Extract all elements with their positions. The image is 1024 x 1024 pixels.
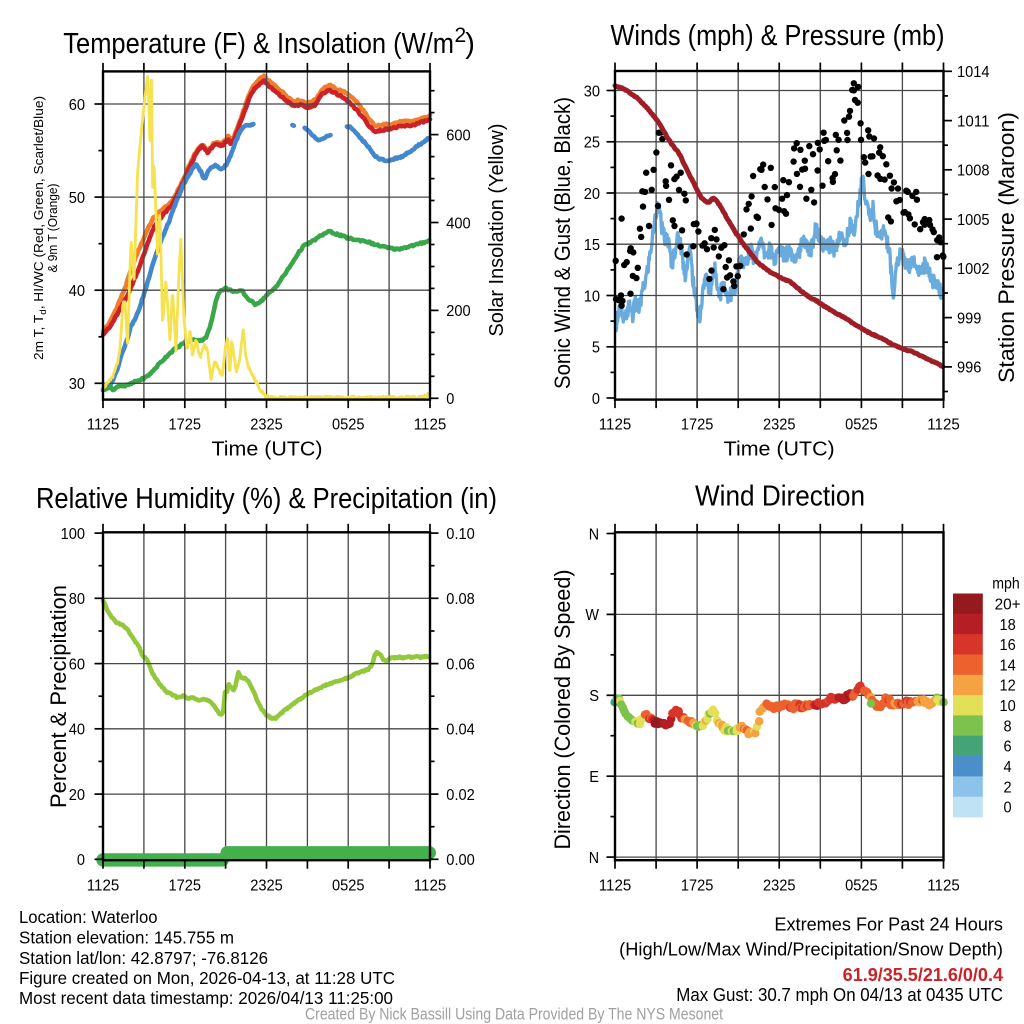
svg-text:0.06: 0.06	[446, 656, 475, 673]
svg-text:Time (UTC): Time (UTC)	[724, 439, 835, 461]
svg-text:0: 0	[77, 852, 85, 869]
svg-text:Created By Nick Bassill Using: Created By Nick Bassill Using Data Provi…	[305, 1005, 723, 1023]
svg-text:1014: 1014	[957, 64, 990, 81]
svg-text:1002: 1002	[957, 261, 990, 278]
svg-text:Extremes For Past 24 Hours: Extremes For Past 24 Hours	[774, 915, 1003, 935]
svg-text:W: W	[585, 607, 599, 624]
svg-text:600: 600	[446, 127, 470, 144]
svg-text:(High/Low/Max Wind/Precipitati: (High/Low/Max Wind/Precipitation/Snow De…	[619, 940, 1003, 960]
svg-text:Station elevation: 145.755 m: Station elevation: 145.755 m	[19, 928, 234, 948]
svg-text:Max Gust: 30.7 mph On 04/13 at: Max Gust: 30.7 mph On 04/13 at 0435 UTC	[676, 985, 1003, 1005]
svg-text:15: 15	[584, 237, 600, 254]
svg-text:0525: 0525	[332, 417, 365, 434]
svg-text:999: 999	[957, 310, 981, 327]
svg-text:6: 6	[1004, 739, 1012, 756]
svg-text:2325: 2325	[250, 877, 283, 894]
svg-text:1008: 1008	[957, 163, 990, 180]
svg-text:30: 30	[584, 83, 600, 100]
svg-text:2325: 2325	[763, 877, 796, 894]
svg-text:0: 0	[446, 391, 454, 408]
svg-text:Figure created on Mon, 2026-04: Figure created on Mon, 2026-04-13, at 11…	[19, 968, 395, 988]
svg-text:400: 400	[446, 215, 470, 232]
svg-text:5: 5	[592, 340, 600, 357]
svg-text:& 9m T (Orange): & 9m T (Orange)	[45, 184, 60, 273]
svg-text:Direction (Colored By Speed): Direction (Colored By Speed)	[550, 570, 575, 850]
svg-text:2325: 2325	[250, 417, 283, 434]
svg-text:1725: 1725	[681, 417, 714, 434]
svg-text:2m T, Td, HI/WC (Red, Green, S: 2m T, Td, HI/WC (Red, Green, Scarlet/Blu…	[31, 96, 49, 360]
svg-text:1125: 1125	[599, 877, 632, 894]
svg-text:14: 14	[999, 657, 1015, 674]
svg-text:Most recent data timestamp: 20: Most recent data timestamp: 2026/04/13 1…	[19, 988, 393, 1008]
svg-text:8: 8	[1004, 718, 1012, 735]
svg-text:30: 30	[69, 376, 85, 393]
svg-text:40: 40	[69, 722, 85, 739]
svg-text:1725: 1725	[169, 877, 202, 894]
svg-text:40: 40	[69, 283, 85, 300]
svg-text:0.08: 0.08	[446, 591, 475, 608]
svg-text:80: 80	[69, 591, 85, 608]
svg-text:S: S	[589, 688, 599, 705]
svg-text:1125: 1125	[414, 417, 447, 434]
svg-text:): )	[465, 28, 475, 60]
svg-text:1125: 1125	[87, 417, 120, 434]
svg-text:50: 50	[69, 190, 85, 207]
svg-text:996: 996	[957, 360, 981, 377]
svg-text:10: 10	[999, 698, 1015, 715]
svg-text:Location: Waterloo: Location: Waterloo	[19, 907, 158, 927]
svg-text:Time (UTC): Time (UTC)	[212, 439, 323, 461]
svg-text:1125: 1125	[927, 417, 960, 434]
svg-text:N: N	[589, 526, 599, 543]
svg-text:0525: 0525	[845, 417, 878, 434]
svg-text:61.9/35.5/21.6/0/0.4: 61.9/35.5/21.6/0/0.4	[843, 965, 1003, 985]
svg-text:2325: 2325	[763, 417, 796, 434]
svg-text:1125: 1125	[414, 877, 447, 894]
svg-text:2: 2	[455, 24, 467, 47]
svg-text:1011: 1011	[957, 113, 990, 130]
svg-text:N: N	[589, 850, 599, 867]
svg-text:0: 0	[1004, 800, 1012, 817]
svg-text:25: 25	[584, 135, 600, 152]
svg-text:2: 2	[1004, 779, 1012, 796]
svg-text:12: 12	[999, 678, 1015, 695]
svg-text:1725: 1725	[681, 877, 714, 894]
svg-text:E: E	[589, 769, 599, 786]
svg-text:Wind Direction: Wind Direction	[695, 481, 865, 513]
svg-text:Percent & Precipitation: Percent & Precipitation	[46, 585, 71, 808]
svg-text:Winds (mph) & Pressure (mb): Winds (mph) & Pressure (mb)	[611, 20, 945, 52]
svg-text:1005: 1005	[957, 212, 990, 229]
svg-text:20: 20	[584, 186, 600, 203]
svg-text:0.02: 0.02	[446, 787, 475, 804]
svg-text:20: 20	[69, 787, 85, 804]
svg-text:1725: 1725	[169, 417, 202, 434]
svg-text:0525: 0525	[845, 877, 878, 894]
svg-text:60: 60	[69, 656, 85, 673]
svg-text:1125: 1125	[927, 877, 960, 894]
svg-text:1125: 1125	[599, 417, 632, 434]
svg-text:16: 16	[999, 637, 1015, 654]
svg-text:1125: 1125	[87, 877, 120, 894]
svg-text:0.10: 0.10	[446, 526, 475, 543]
svg-text:60: 60	[69, 97, 85, 114]
svg-text:0525: 0525	[332, 877, 365, 894]
svg-text:0.04: 0.04	[446, 722, 475, 739]
svg-text:Station lat/lon: 42.8797; -76.: Station lat/lon: 42.8797; -76.8126	[19, 948, 268, 968]
svg-text:10: 10	[584, 288, 600, 305]
svg-text:4: 4	[1004, 759, 1012, 776]
svg-text:18: 18	[999, 617, 1015, 634]
svg-text:Temperature (F) & Insolation (: Temperature (F) & Insolation (W/m	[63, 28, 454, 60]
svg-text:mph: mph	[992, 575, 1020, 592]
svg-text:Solar Insolation (Yellow): Solar Insolation (Yellow)	[485, 124, 508, 337]
svg-text:100: 100	[61, 526, 85, 543]
svg-text:200: 200	[446, 303, 470, 320]
svg-text:20+: 20+	[995, 596, 1021, 613]
svg-text:0: 0	[592, 391, 600, 408]
svg-text:Relative Humidity (%) & Precip: Relative Humidity (%) & Precipitation (i…	[36, 483, 497, 515]
svg-text:Station Pressure (Maroon): Station Pressure (Maroon)	[994, 112, 1019, 383]
svg-text:Sonic Wind & Gust (Blue, Black: Sonic Wind & Gust (Blue, Black)	[550, 97, 575, 389]
svg-text:0.00: 0.00	[446, 852, 475, 869]
